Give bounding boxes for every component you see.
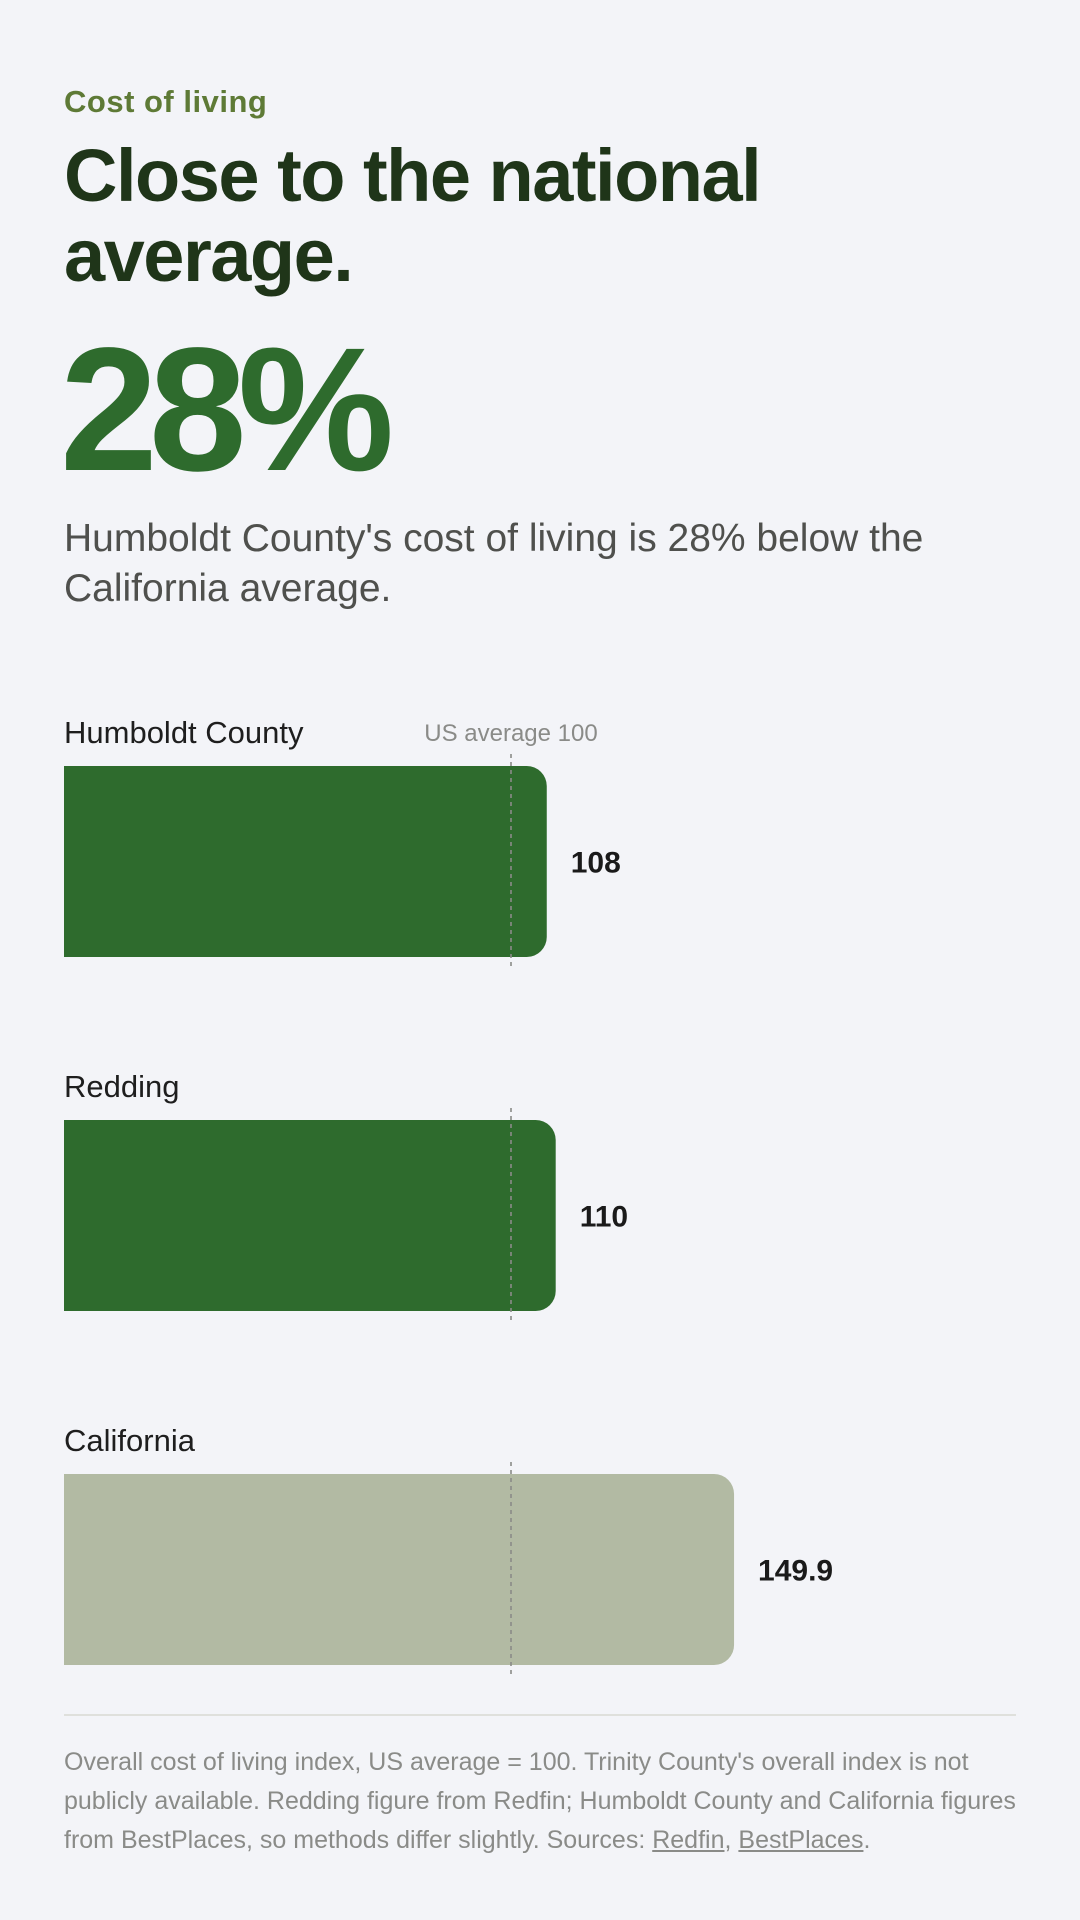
bar-category-label: Redding xyxy=(64,1069,179,1104)
bar-category-label: California xyxy=(64,1423,196,1458)
page-title: Close to the national average. xyxy=(64,134,762,297)
bar-redding xyxy=(64,1120,556,1311)
footnote-end: . xyxy=(863,1826,871,1854)
us-average-label: US average 100 xyxy=(424,720,597,747)
footnote-separator: , xyxy=(724,1826,739,1854)
bar-category-label: Humboldt County xyxy=(64,715,304,750)
summary-text: Humboldt County's cost of living is 28% … xyxy=(64,517,924,610)
big-stat-percent: 28% xyxy=(60,312,394,508)
footnote-text: Overall cost of living index, US average… xyxy=(64,1748,1016,1854)
footnote-divider xyxy=(64,1714,1016,1716)
bar-value-label: 149.9 xyxy=(758,1555,833,1588)
footnote: Overall cost of living index, US average… xyxy=(64,1743,1024,1860)
bar-california xyxy=(64,1474,735,1665)
bar-value-label: 108 xyxy=(571,847,621,880)
section-eyebrow: Cost of living xyxy=(64,84,268,119)
bar-humboldt-county xyxy=(64,766,547,957)
source-link-redfin[interactable]: Redfin xyxy=(652,1826,725,1854)
bar-value-label: 110 xyxy=(580,1201,628,1234)
source-link-bestplaces[interactable]: BestPlaces xyxy=(738,1826,864,1854)
